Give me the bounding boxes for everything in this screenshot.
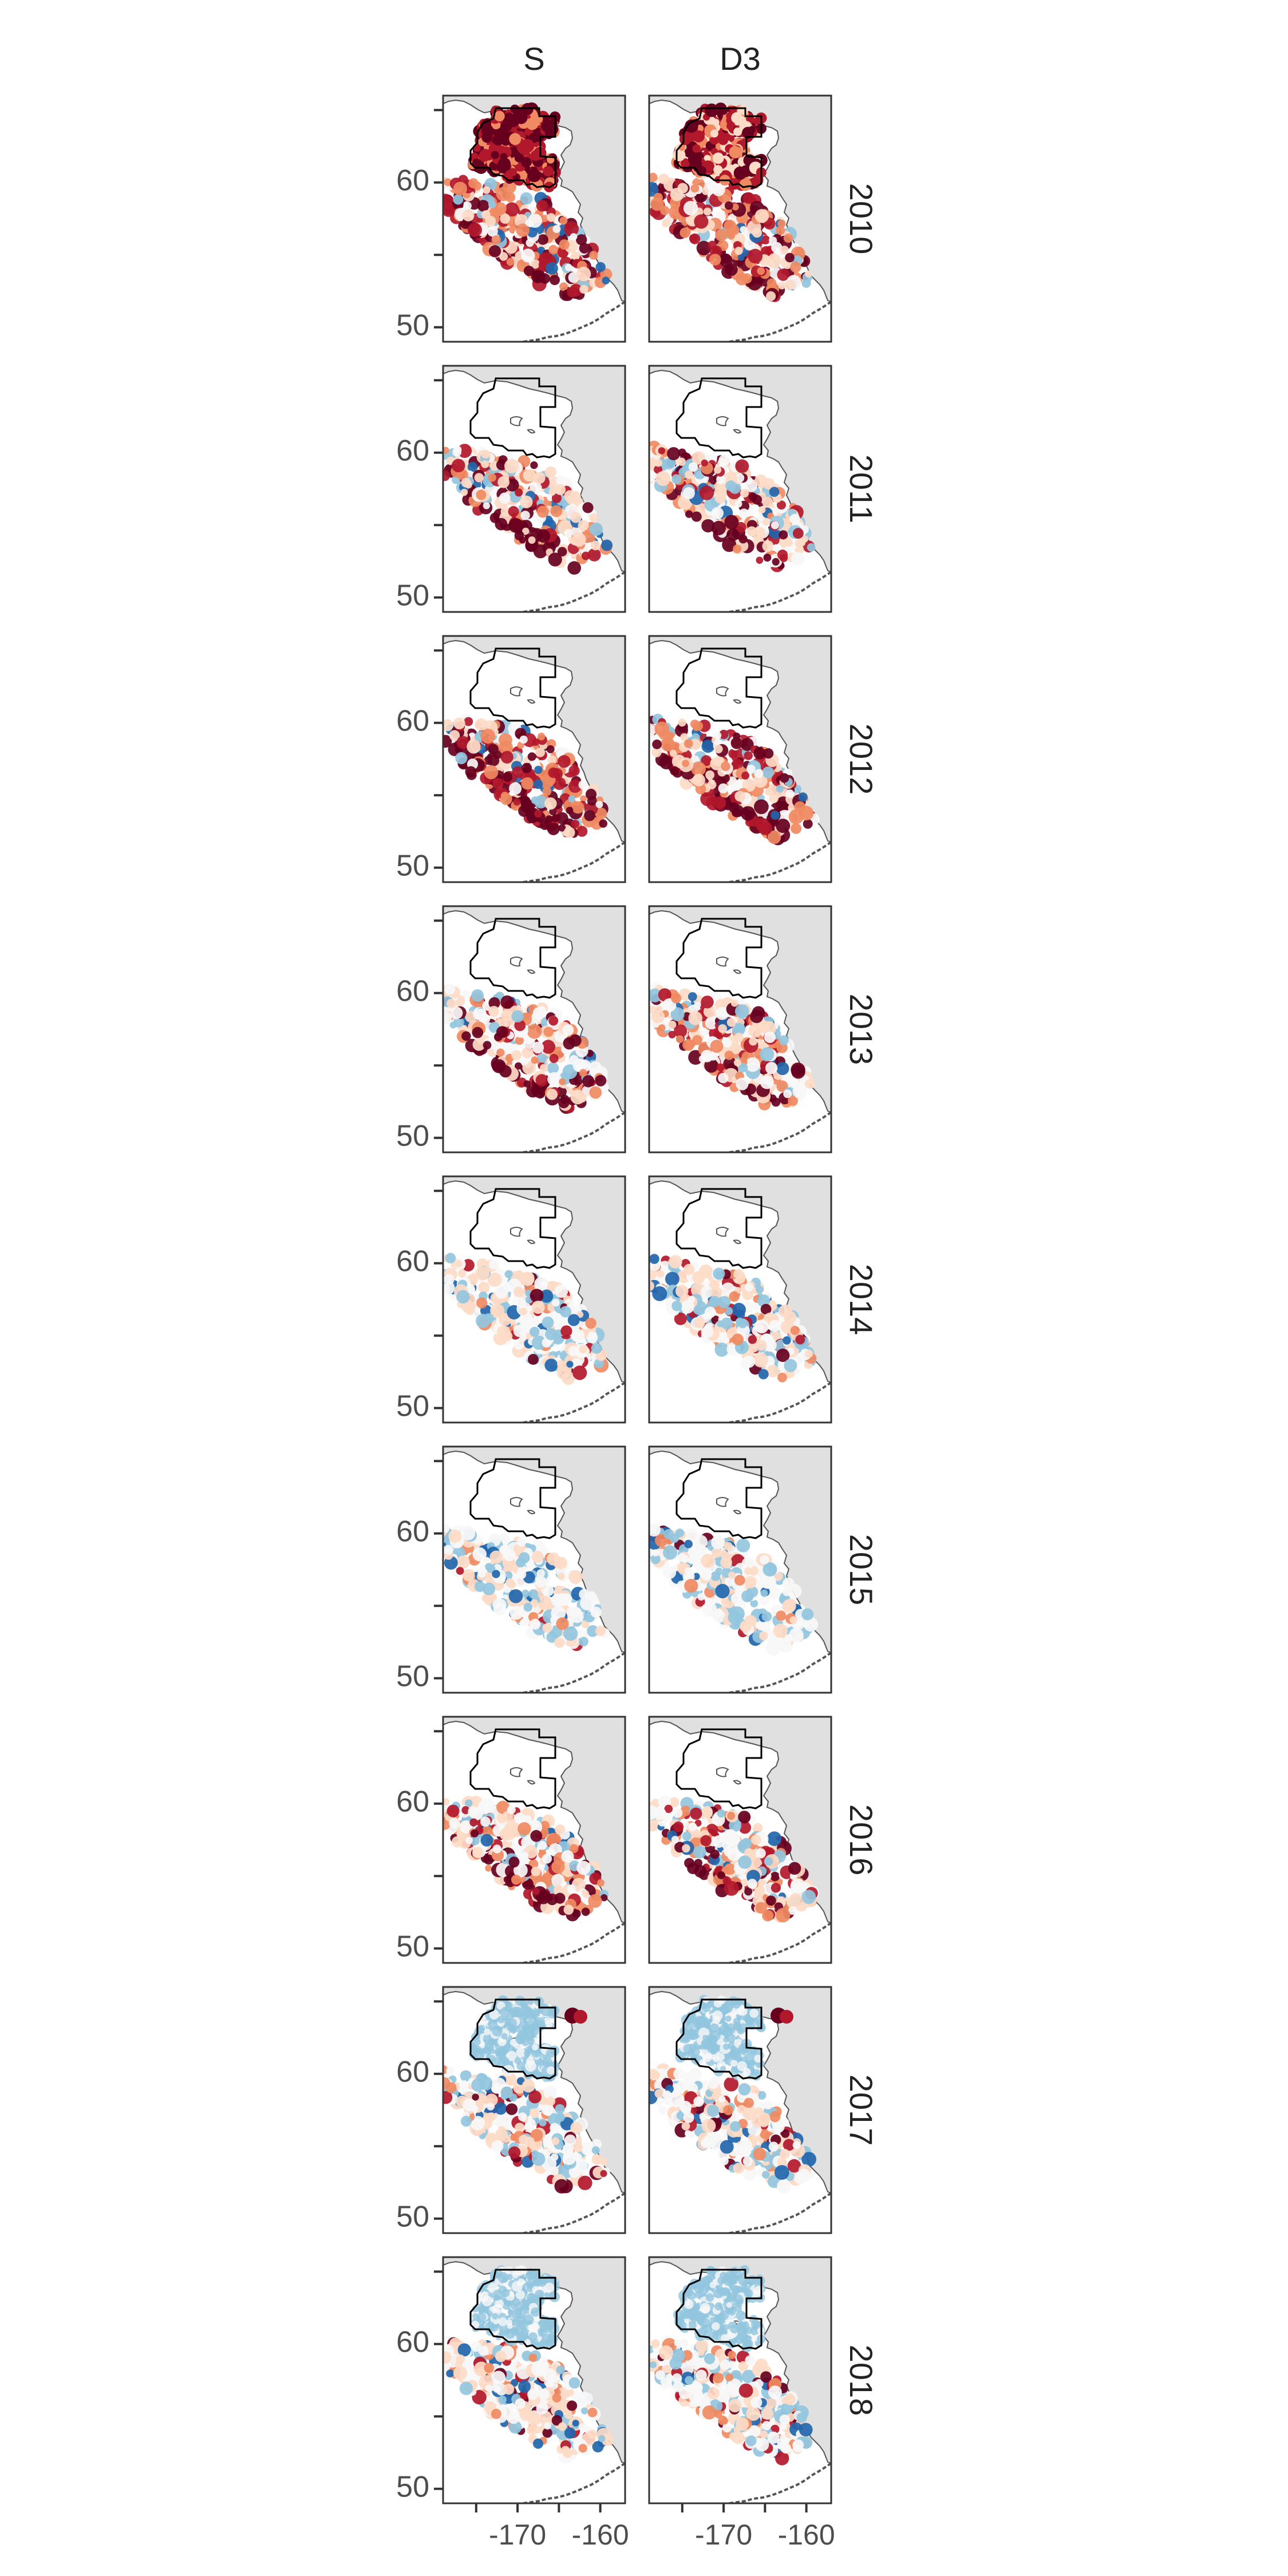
anomaly-points [649, 440, 816, 572]
y-tick-label-50: 50 [396, 579, 429, 612]
map-panel-s-2016 [442, 1716, 626, 1964]
y-tick-label-60: 60 [396, 974, 429, 1008]
column-header-s: S [523, 41, 544, 77]
panel-border [442, 905, 626, 1153]
anomaly-points [649, 1254, 817, 1382]
anomaly-points [649, 172, 812, 302]
column-header-d3: D3 [720, 41, 761, 77]
panel-border [648, 1716, 832, 1964]
y-tick-label-50: 50 [396, 849, 429, 882]
y-tick-label-50: 50 [396, 309, 429, 342]
map-panel-d3-2011 [648, 365, 832, 613]
row-label-2017: 2017 [843, 2075, 879, 2146]
y-tick-label-60: 60 [396, 704, 429, 737]
map-panel-d3-2013 [648, 905, 832, 1153]
map-panel-s-2018: -170 -160 [442, 2256, 629, 2551]
map-panel-d3-2012 [648, 635, 832, 883]
panel-border [648, 365, 832, 613]
map-panel-d3-2018: -170 -160 [648, 2256, 835, 2551]
map-panel-d3-2017 [648, 1986, 832, 2234]
y-tick-label-60: 60 [396, 1515, 429, 1548]
map-panel-d3-2015 [648, 1445, 832, 1694]
anomaly-points [443, 714, 609, 839]
panel-border [648, 905, 832, 1153]
panel-border [648, 635, 832, 883]
northern-region-points [469, 2265, 560, 2349]
anomaly-points [443, 2065, 610, 2194]
northern-region-points [467, 102, 561, 192]
y-tick-label-60: 60 [396, 1244, 429, 1278]
anomaly-points [649, 2335, 813, 2466]
panel-border [648, 2256, 832, 2504]
map-panel-d3-2010 [648, 94, 832, 343]
panel-border [442, 635, 626, 883]
anomaly-points [443, 1524, 610, 1652]
northern-region-points [673, 2265, 767, 2352]
map-panel-s-2015 [442, 1445, 626, 1694]
panel-border [442, 1716, 626, 1964]
anomaly-points [443, 1796, 609, 1922]
map-panel-d3-2014 [648, 1175, 832, 1424]
y-tick-label-50: 50 [396, 2470, 429, 2503]
row-label-2012: 2012 [843, 724, 879, 795]
panel-border [442, 1175, 626, 1424]
row-label-2010: 2010 [843, 183, 879, 255]
map-panel-s-2017 [442, 1986, 626, 2234]
panel-border [442, 94, 626, 343]
anomaly-points [649, 713, 820, 846]
row-label-2013: 2013 [843, 994, 879, 1065]
panel-border [442, 2256, 626, 2504]
anomaly-points [443, 2336, 614, 2464]
panel-border [648, 1445, 832, 1694]
y-tick-label-50: 50 [396, 1389, 429, 1423]
map-panel-d3-2016 [648, 1716, 832, 1964]
map-panel-s-2013 [442, 905, 626, 1153]
anomaly-points [443, 444, 613, 575]
northern-region-points [671, 102, 768, 191]
x-tick-label-160: -160 [572, 2519, 629, 2551]
y-tick-label-50: 50 [396, 1119, 429, 1152]
y-tick-label-60: 60 [396, 434, 429, 467]
row-label-2016: 2016 [843, 1804, 879, 1876]
anomaly-points [649, 1795, 819, 1923]
row-label-2018: 2018 [843, 2345, 879, 2416]
x-tick-label-160: -160 [778, 2519, 835, 2551]
panel-border [442, 1986, 626, 2234]
panel-border [648, 1175, 832, 1424]
panel-border [648, 1986, 832, 2234]
panel-border [648, 94, 832, 343]
y-tick-label-60: 60 [396, 1785, 429, 1818]
y-tick-label-50: 50 [396, 1660, 429, 1693]
anomaly-points [443, 175, 613, 301]
anomaly-points [649, 1523, 819, 1656]
panel-border [442, 1445, 626, 1694]
anomaly-points [649, 2063, 816, 2194]
row-label-2014: 2014 [843, 1264, 879, 1336]
y-tick-label-60: 60 [396, 2055, 429, 2088]
y-tick-label-50: 50 [396, 1930, 429, 1963]
row-label-2011: 2011 [843, 455, 879, 523]
y-tick-label-60: 60 [396, 2325, 429, 2358]
x-tick-label-170: -170 [695, 2519, 752, 2551]
row-label-2015: 2015 [843, 1534, 879, 1606]
anomaly-points [443, 983, 609, 1114]
y-tick-label-50: 50 [396, 2200, 429, 2233]
map-panel-s-2010 [442, 94, 626, 343]
northern-region-points [675, 1994, 793, 2083]
northern-region-points [469, 1995, 587, 2082]
anomaly-points [443, 1253, 609, 1385]
panel-border [442, 365, 626, 613]
map-panel-s-2012 [442, 635, 626, 883]
x-tick-label-170: -170 [489, 2519, 546, 2551]
y-tick-label-60: 60 [396, 164, 429, 197]
map-panel-s-2011 [442, 365, 626, 613]
map-panel-s-2014 [442, 1175, 626, 1424]
anomaly-points [649, 982, 815, 1111]
